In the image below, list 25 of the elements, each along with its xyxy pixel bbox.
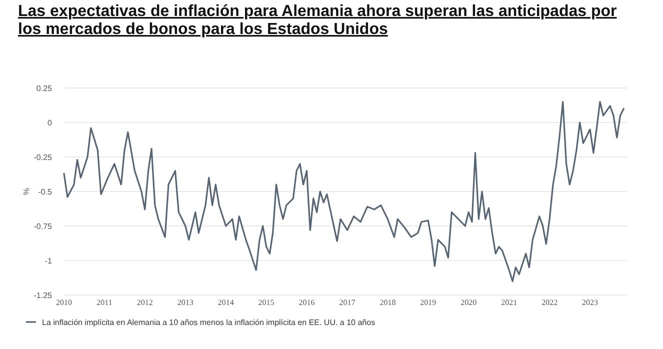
y-axis-title: %	[22, 188, 31, 196]
y-tick-label: 0	[48, 118, 53, 128]
legend-label: La inflación implícita en Alemania a 10 años menos la inflación implícita en EE. UU. a 10 años	[42, 318, 376, 327]
y-tick-label: -0.25	[34, 152, 53, 162]
y-tick-label: 0.25	[36, 84, 53, 93]
x-tick-label: 2019	[420, 298, 436, 307]
x-tick-label: 2021	[501, 298, 518, 307]
x-tick-label: 2016	[298, 298, 315, 307]
y-tick-label: -1.25	[34, 290, 53, 300]
x-tick-label: 2018	[380, 298, 396, 307]
line-series	[63, 101, 624, 282]
x-tick-label: 2013	[177, 298, 194, 307]
x-tick-label: 2020	[460, 298, 477, 307]
x-tick-label: 2010	[56, 298, 72, 307]
x-tick-label: 2023	[582, 298, 598, 307]
x-tick-label: 2014	[218, 298, 234, 307]
x-tick-label: 2012	[136, 298, 153, 307]
x-tick-label: 2017	[339, 298, 356, 307]
y-tick-label: -1	[44, 256, 53, 266]
x-tick-label: 2022	[542, 298, 558, 307]
chart-title: Las expectativas de inflación para Alemania ahora superan las anticipadas por los mercados de bonos para los Estados Unidos	[18, 3, 617, 38]
x-tick-label: 2015	[258, 298, 274, 307]
y-tick-label: -0.5	[38, 187, 53, 196]
y-tick-label: -0.75	[34, 222, 53, 231]
x-tick-label: 2011	[96, 298, 112, 307]
